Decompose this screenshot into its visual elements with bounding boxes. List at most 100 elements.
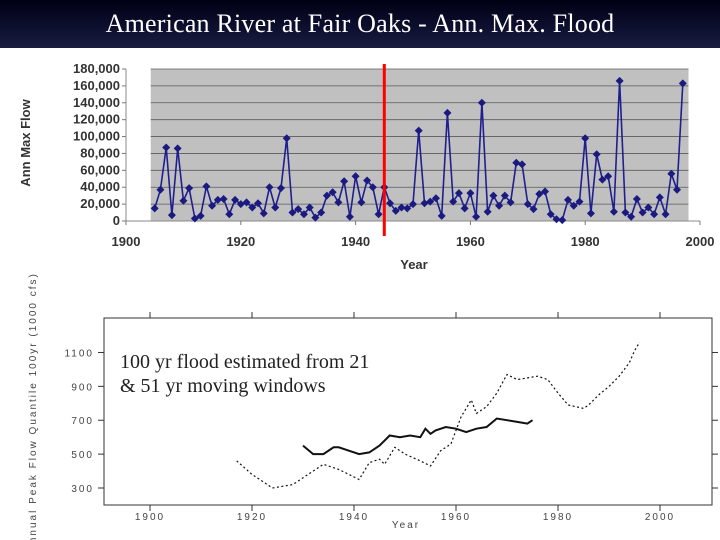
series-51yr-line	[302, 417, 534, 456]
y-tick-label: 140,000	[73, 95, 120, 110]
y-tick-label: 40,000	[80, 179, 120, 194]
y-tick-label: 120,000	[73, 112, 120, 127]
data-point	[523, 200, 532, 209]
y-tick-label: 0	[113, 213, 120, 228]
title-bar: American River at Fair Oaks - Ann. Max. …	[0, 0, 720, 48]
data-point	[340, 177, 349, 186]
y-tick-label: 60,000	[80, 162, 120, 177]
plot-frame	[103, 317, 713, 506]
data-point	[431, 194, 440, 203]
x-tick-label: 1900	[112, 234, 141, 249]
data-point	[604, 172, 613, 181]
y-tick-label: 700	[71, 416, 94, 427]
data-point	[581, 134, 590, 143]
x-axis-label: Year	[392, 520, 420, 531]
data-point	[322, 191, 331, 200]
data-point	[317, 208, 326, 217]
y-tick-label: 300	[71, 484, 94, 495]
data-point	[334, 198, 343, 207]
data-point	[242, 198, 251, 207]
annotation-text: 100 yr flood estimated from 21 & 51 yr mo…	[120, 351, 369, 397]
data-point	[420, 199, 429, 208]
data-point	[282, 134, 291, 143]
data-point	[213, 195, 222, 204]
data-point	[305, 203, 314, 212]
annotation-line-2: & 51 yr moving windows	[120, 375, 326, 397]
data-point	[518, 160, 527, 169]
data-point	[546, 210, 555, 219]
data-point	[569, 201, 578, 210]
y-tick-label: 1100	[64, 348, 94, 359]
x-tick-label: 2000	[645, 512, 675, 523]
data-point	[311, 213, 320, 222]
data-point	[598, 175, 607, 184]
data-point	[185, 184, 194, 193]
y-tick-label: 20,000	[80, 196, 120, 211]
y-tick-label: 900	[71, 382, 94, 393]
x-tick-label: 1980	[543, 512, 573, 523]
y-axis-label: Ann Max Flow	[18, 98, 33, 186]
y-tick-label: 500	[71, 450, 94, 461]
data-point	[638, 208, 647, 217]
data-point	[483, 207, 492, 216]
data-point	[386, 199, 395, 208]
data-point	[506, 198, 515, 207]
data-point	[627, 212, 636, 221]
data-point	[678, 79, 687, 88]
data-point	[202, 182, 211, 191]
data-point	[489, 191, 498, 200]
data-point	[409, 200, 417, 209]
data-point	[477, 98, 486, 107]
data-point	[500, 191, 509, 200]
data-point	[276, 184, 285, 193]
data-point	[529, 205, 538, 214]
data-point	[575, 197, 584, 206]
x-axis-label: Year	[400, 257, 427, 272]
data-point	[196, 211, 205, 220]
data-point	[328, 188, 337, 197]
data-point	[472, 212, 481, 221]
data-point	[208, 201, 217, 210]
data-point	[403, 204, 412, 213]
data-point	[563, 195, 572, 204]
data-point	[368, 183, 377, 192]
data-point	[219, 195, 228, 204]
data-point	[179, 196, 188, 205]
data-point	[173, 144, 182, 153]
data-point	[259, 209, 268, 218]
data-point	[552, 215, 561, 224]
data-point	[495, 201, 504, 210]
data-point	[351, 172, 360, 181]
data-point	[391, 206, 400, 215]
data-point	[609, 207, 618, 216]
data-point	[190, 214, 199, 223]
data-point	[592, 150, 601, 159]
data-point	[265, 183, 274, 192]
y-tick-label: 180,000	[73, 61, 120, 76]
data-point	[299, 210, 308, 219]
data-point	[248, 203, 257, 212]
data-point	[225, 210, 234, 219]
data-point	[271, 203, 280, 212]
data-point	[535, 189, 544, 198]
data-point	[156, 185, 165, 194]
data-point	[167, 211, 176, 220]
data-point	[414, 126, 423, 135]
data-point	[541, 187, 550, 196]
data-point	[288, 208, 297, 217]
data-point	[460, 204, 469, 213]
data-point	[449, 197, 458, 206]
x-tick-label: 1920	[237, 512, 267, 523]
x-tick-label: 1940	[341, 234, 370, 249]
data-point	[650, 210, 659, 219]
x-tick-label: 1960	[456, 234, 485, 249]
y-tick-label: 80,000	[80, 145, 120, 160]
annotation-line-1: 100 yr flood estimated from 21	[120, 351, 369, 373]
x-tick-label: 1940	[339, 512, 369, 523]
data-point	[236, 200, 245, 209]
data-point	[661, 210, 670, 219]
data-point	[231, 195, 240, 204]
slide-title: American River at Fair Oaks - Ann. Max. …	[105, 9, 615, 38]
